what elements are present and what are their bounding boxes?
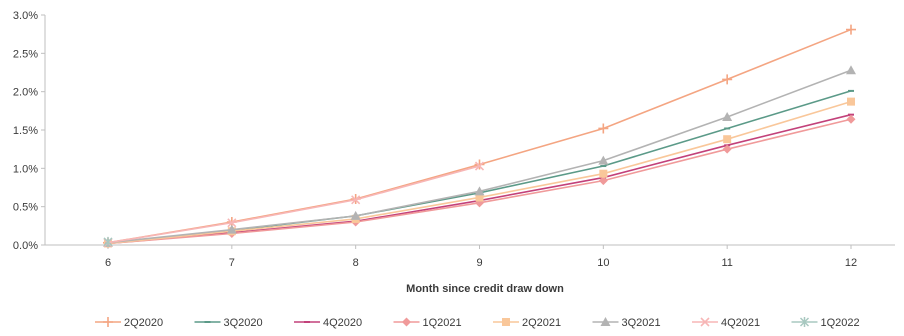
legend-marker <box>402 317 411 327</box>
legend-label: 2Q2021 <box>522 317 561 329</box>
data-point <box>598 123 609 134</box>
legend-marker <box>700 317 710 327</box>
series-line <box>107 100 852 245</box>
legend-marker <box>103 317 113 327</box>
series-line <box>107 165 480 244</box>
y-tick-label: 0.5% <box>13 202 38 214</box>
data-point <box>474 161 485 171</box>
y-tick-label: 2.5% <box>13 48 38 60</box>
x-tick-label: 6 <box>105 257 111 269</box>
legend-label: 4Q2021 <box>721 317 760 329</box>
data-point <box>723 135 732 144</box>
data-point <box>227 218 237 228</box>
data-point <box>599 169 608 178</box>
legend-item: 1Q2021 <box>393 317 462 329</box>
legend-item: 1Q2022 <box>791 317 860 329</box>
legend-label: 3Q2020 <box>224 317 263 329</box>
legend-label: 1Q2022 <box>821 317 860 329</box>
legend-marker <box>799 317 810 327</box>
legend-marker <box>204 321 211 323</box>
data-point <box>350 210 361 220</box>
series-3Q2021 <box>103 65 856 247</box>
legend-item: 3Q2021 <box>592 317 661 329</box>
legend-label: 2Q2020 <box>124 317 163 329</box>
legend-label: 1Q2021 <box>423 317 462 329</box>
series-1Q2022 <box>103 236 113 247</box>
legend-marker <box>502 318 510 326</box>
x-tick-label: 7 <box>229 257 235 269</box>
data-point <box>722 111 733 121</box>
data-point <box>475 193 484 202</box>
y-tick-label: 1.0% <box>13 163 38 175</box>
legend-item: 4Q2021 <box>692 317 760 329</box>
data-point <box>846 114 856 124</box>
series-2Q2020 <box>103 24 856 248</box>
data-point <box>474 186 485 196</box>
data-point <box>351 195 361 205</box>
data-point <box>848 89 854 92</box>
data-point <box>722 144 732 154</box>
data-point <box>474 159 485 170</box>
legend-marker <box>600 317 611 326</box>
data-point <box>103 236 113 247</box>
legend-marker <box>304 321 310 323</box>
legend: 2Q2020 3Q2020 4Q2020 1Q2021 2Q2021 3Q2021 4Q20… <box>95 317 860 329</box>
x-axis-title: Month since credit draw down <box>406 283 564 295</box>
legend-label: 3Q2021 <box>622 317 661 329</box>
data-point <box>724 127 731 130</box>
legend-item: 4Q2020 <box>294 317 362 329</box>
data-point <box>846 24 856 35</box>
x-tick-label: 8 <box>353 257 359 269</box>
x-tick-label: 10 <box>597 257 609 269</box>
y-tick-label: 2.0% <box>13 87 38 99</box>
data-point <box>598 155 609 165</box>
data-point <box>848 113 854 116</box>
legend-item: 2Q2021 <box>493 317 561 329</box>
data-point <box>600 165 607 168</box>
data-point <box>226 224 237 234</box>
legend-label: 4Q2020 <box>323 317 362 329</box>
data-point <box>722 74 733 85</box>
legend-item: 3Q2020 <box>194 317 263 329</box>
x-tick-label: 9 <box>476 257 482 269</box>
data-point <box>846 65 856 75</box>
x-tick-label: 12 <box>845 257 857 269</box>
data-point <box>598 176 608 186</box>
y-tick-label: 0.0% <box>13 240 38 252</box>
series-4Q2021 <box>103 161 485 248</box>
series-line <box>107 69 852 244</box>
y-tick-label: 1.5% <box>13 125 38 137</box>
legend-item: 2Q2020 <box>95 317 163 329</box>
y-tick-label: 3.0% <box>13 10 38 22</box>
data-point <box>847 97 855 106</box>
x-tick-label: 11 <box>721 257 732 269</box>
